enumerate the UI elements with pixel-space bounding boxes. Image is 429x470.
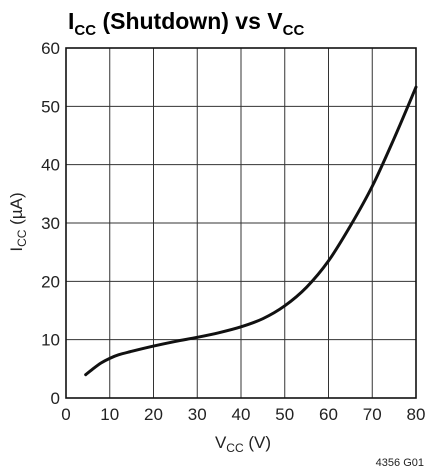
y-tick-label: 10 <box>41 331 60 350</box>
chart-title-rest-sub: CC <box>283 22 305 39</box>
x-axis-label: VCC (V) <box>215 433 271 455</box>
y-tick-label: 50 <box>41 97 60 116</box>
x-tick-label: 40 <box>232 405 251 424</box>
x-tick-label: 0 <box>61 405 70 424</box>
y-tick-labels: 0 10 20 30 40 50 60 <box>41 39 60 408</box>
x-tick-label: 70 <box>363 405 382 424</box>
y-axis-label-main: I <box>7 247 26 252</box>
chart-title-main-sub: CC <box>74 22 96 39</box>
grid <box>65 47 417 399</box>
y-tick-label: 30 <box>41 214 60 233</box>
x-tick-label: 50 <box>275 405 294 424</box>
x-tick-label: 20 <box>144 405 163 424</box>
series-line <box>84 85 418 377</box>
y-tick-label: 60 <box>41 39 60 58</box>
chart-title-main: I <box>68 8 74 34</box>
y-tick-label: 0 <box>51 389 60 408</box>
y-tick-label: 20 <box>41 272 60 291</box>
y-axis-label-sub: CC <box>15 229 29 247</box>
x-axis-label-main: V <box>215 433 227 452</box>
chart-title-rest: (Shutdown) vs V <box>96 8 283 34</box>
figure-code: 4356 G01 <box>376 457 424 469</box>
plot-frame <box>65 47 417 399</box>
y-axis-label: ICC (µA) <box>7 192 29 251</box>
x-tick-labels: 0 10 20 30 40 50 60 70 80 <box>61 405 425 424</box>
y-tick-label: 40 <box>41 156 60 175</box>
x-axis-label-rest: (V) <box>244 433 271 452</box>
y-axis-label-rest: (µA) <box>7 192 26 229</box>
x-axis-label-sub: CC <box>226 441 244 455</box>
x-tick-label: 30 <box>188 405 207 424</box>
x-tick-label: 60 <box>319 405 338 424</box>
x-tick-label: 10 <box>100 405 119 424</box>
x-tick-label: 80 <box>407 405 426 424</box>
chart-title: ICC (Shutdown) vs VCC <box>68 8 304 39</box>
